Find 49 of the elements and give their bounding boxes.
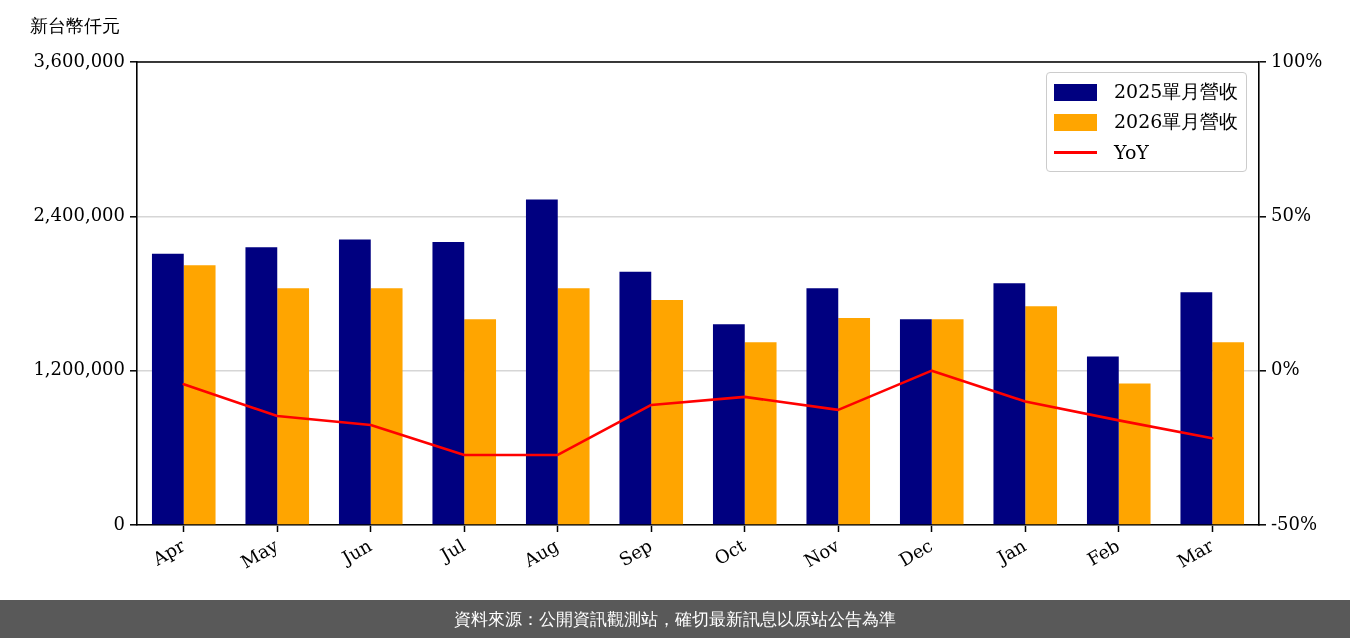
y2-tick-label: 0%: [1271, 358, 1300, 380]
x-tick-label: Jan: [991, 534, 1030, 569]
x-tick-label: Mar: [1173, 534, 1217, 572]
x-tick-label: Dec: [895, 534, 937, 571]
y-tick-label: 3,600,000: [33, 49, 125, 71]
y2-tick-label: 100%: [1271, 49, 1323, 71]
legend-label: YoY: [1114, 141, 1149, 163]
bar: [1118, 383, 1151, 525]
bar: [993, 283, 1026, 525]
y-tick-label: 2,400,000: [33, 204, 125, 226]
x-tick-label: Oct: [710, 534, 750, 569]
y-tick-label: 0: [113, 512, 125, 534]
legend-label: 2026單月營收: [1114, 109, 1239, 134]
bar: [183, 265, 216, 525]
legend-label: 2025單月營收: [1114, 79, 1239, 104]
y-tick-label: 1,200,000: [33, 358, 125, 380]
x-tick-label: Jul: [435, 534, 469, 567]
y-axis-title: 新台幣仟元: [30, 15, 120, 37]
source-note: 資料來源：公開資訊觀測站，確切最新訊息以原站公告為準: [454, 607, 896, 631]
x-tick-label: Nov: [800, 534, 844, 572]
bar: [557, 288, 590, 525]
bar: [1212, 342, 1245, 525]
bar: [619, 271, 652, 525]
bar: [744, 342, 777, 525]
bar: [899, 319, 932, 525]
bar: [245, 247, 278, 525]
bar: [338, 239, 371, 525]
x-tick-label: Jun: [336, 534, 376, 570]
bar: [931, 319, 964, 525]
bar: [432, 242, 465, 525]
bar: [525, 199, 558, 525]
bar: [1180, 292, 1213, 525]
bar: [277, 288, 310, 525]
x-tick-label: May: [237, 534, 283, 573]
bar: [370, 288, 403, 525]
bar: [712, 324, 745, 525]
x-tick-label: Apr: [148, 534, 189, 570]
bar: [651, 299, 684, 525]
bar: [464, 319, 497, 525]
bar: [151, 253, 184, 525]
x-tick-label: Sep: [615, 534, 656, 571]
bar: [806, 288, 839, 525]
y2-tick-label: -50%: [1271, 512, 1318, 534]
bar: [1086, 356, 1119, 525]
bar: [838, 317, 871, 525]
x-tick-label: Aug: [519, 534, 563, 572]
bar: [1025, 306, 1058, 525]
x-tick-label: Feb: [1083, 534, 1124, 570]
y2-tick-label: 50%: [1271, 204, 1312, 226]
